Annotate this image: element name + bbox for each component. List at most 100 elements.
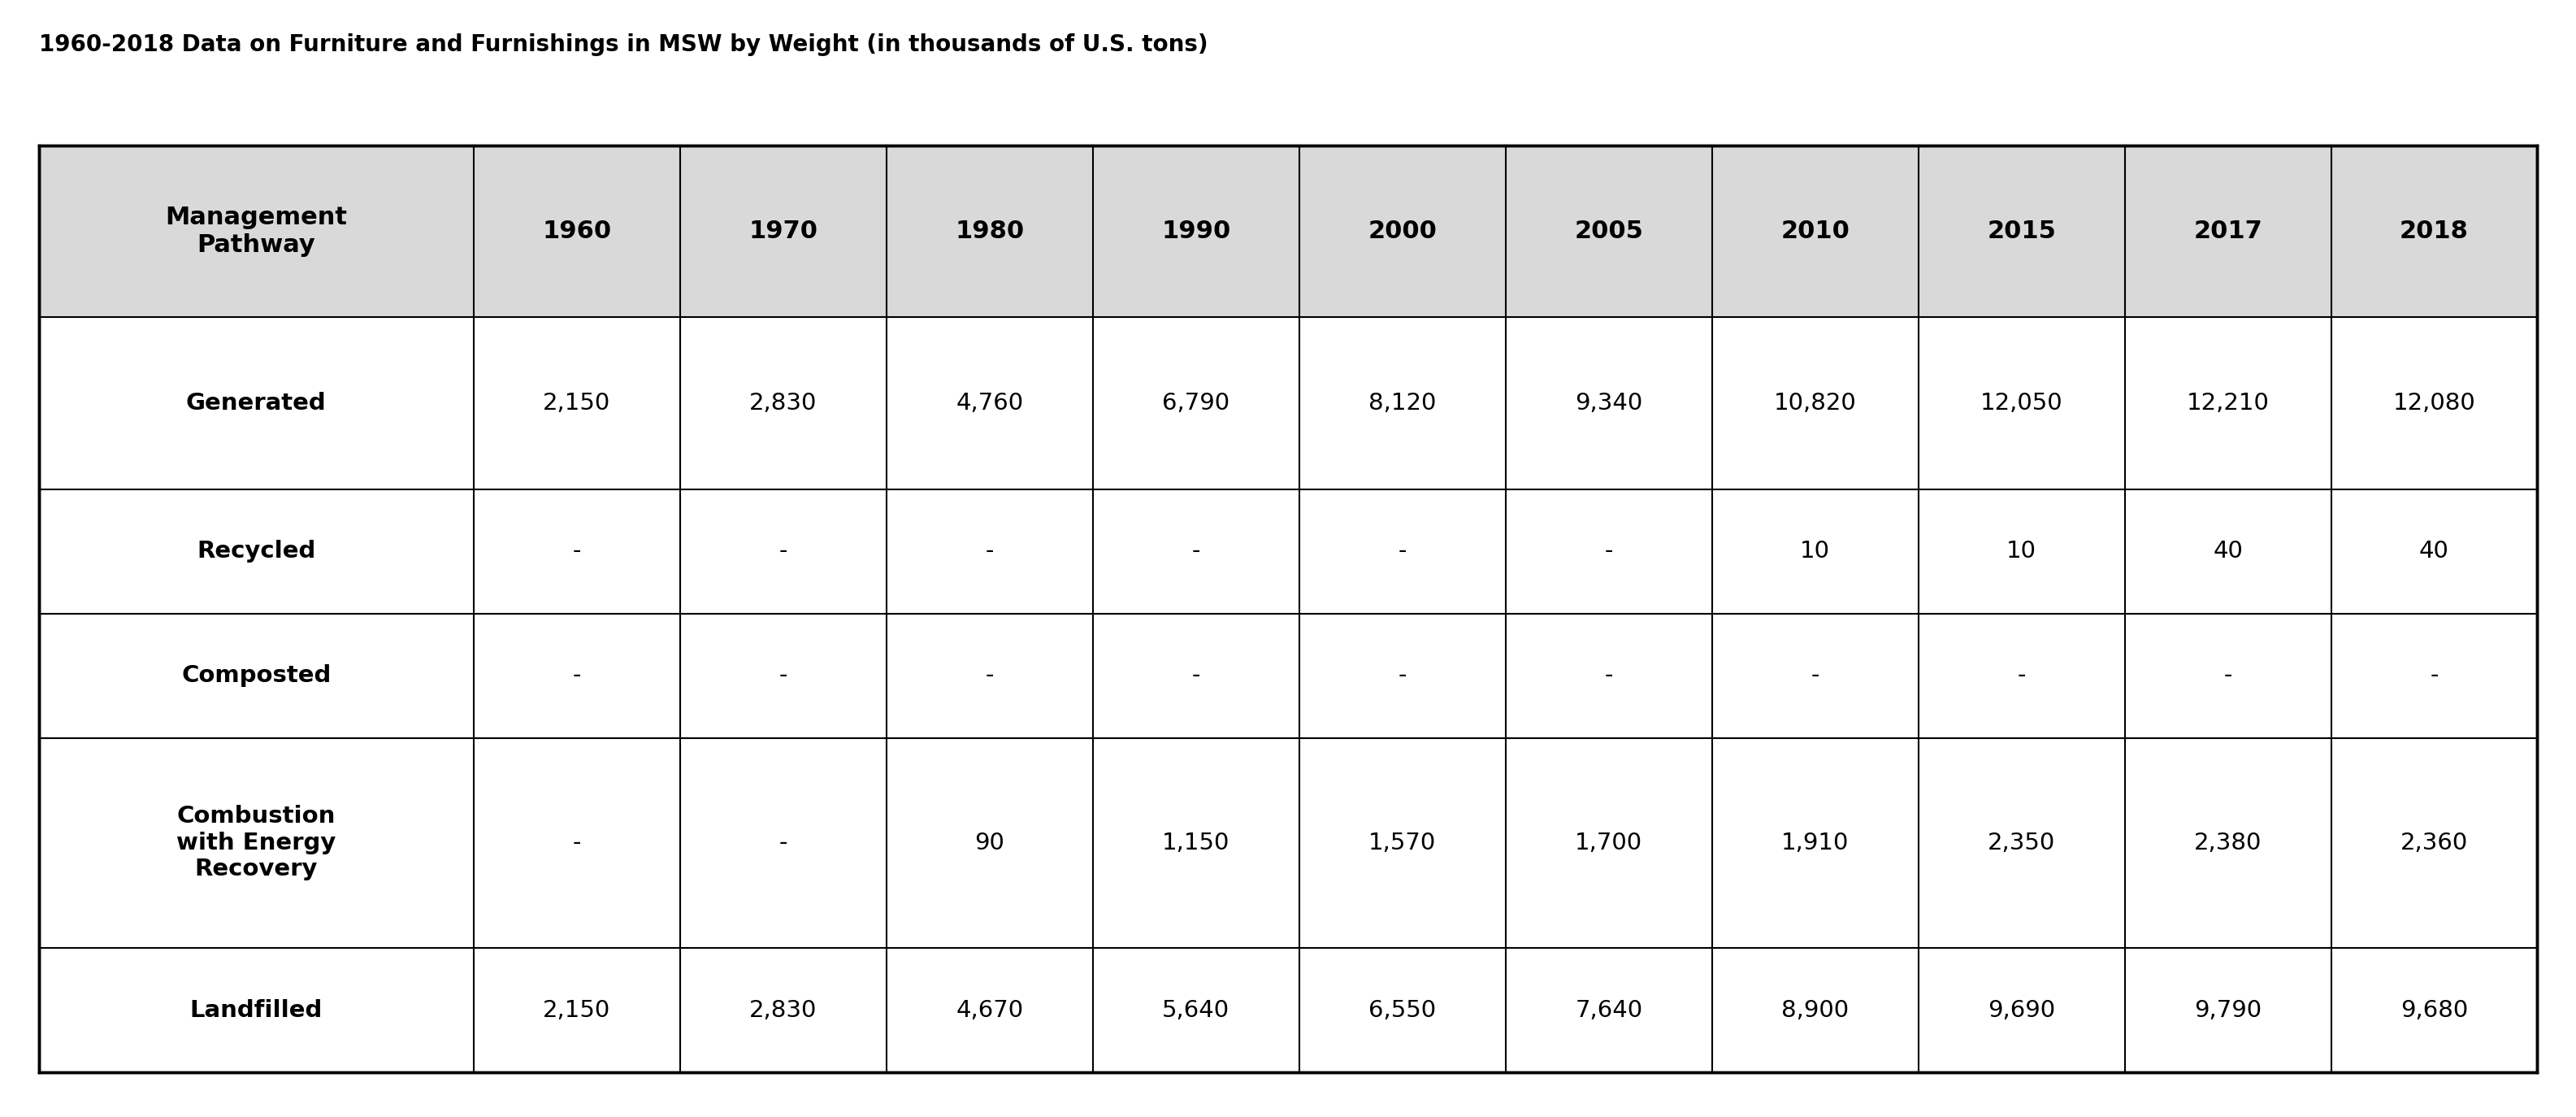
Bar [1504, 145, 1713, 317]
Bar [1504, 738, 1713, 948]
Text: 4,760: 4,760 [956, 392, 1023, 414]
Bar [474, 613, 680, 738]
Text: -: - [572, 831, 582, 855]
Text: -: - [1193, 665, 1200, 687]
Text: 10,820: 10,820 [1775, 392, 1857, 414]
Text: 1,910: 1,910 [1780, 831, 1850, 855]
Text: 4,670: 4,670 [956, 999, 1023, 1022]
Text: 1970: 1970 [750, 219, 817, 244]
Text: -: - [1811, 665, 1819, 687]
Bar [1504, 613, 1713, 738]
Bar [1092, 145, 1298, 317]
Text: -: - [987, 665, 994, 687]
Text: 2010: 2010 [1780, 219, 1850, 244]
Text: 2015: 2015 [1986, 219, 2056, 244]
Bar [1713, 738, 1919, 948]
Bar [680, 948, 886, 1072]
Text: 6,790: 6,790 [1162, 392, 1229, 414]
Bar [1713, 489, 1919, 613]
Bar [680, 145, 886, 317]
Bar [1092, 948, 1298, 1072]
Text: 12,050: 12,050 [1981, 392, 2063, 414]
Bar [1298, 317, 1504, 489]
Bar [680, 613, 886, 738]
Bar [1919, 613, 2125, 738]
Text: -: - [2429, 665, 2439, 687]
Text: -: - [1399, 540, 1406, 563]
Bar [886, 738, 1092, 948]
Text: -: - [778, 831, 788, 855]
Text: -: - [778, 540, 788, 563]
Text: Generated: Generated [185, 392, 327, 414]
Text: 9,340: 9,340 [1574, 392, 1643, 414]
Text: 40: 40 [2213, 540, 2244, 563]
Bar [1298, 948, 1504, 1072]
Text: 9,790: 9,790 [2195, 999, 2262, 1022]
Text: 2017: 2017 [2192, 219, 2262, 244]
Text: 40: 40 [2419, 540, 2450, 563]
Text: -: - [1605, 665, 1613, 687]
Bar [2331, 317, 2537, 489]
Bar [1504, 317, 1713, 489]
Bar [1504, 489, 1713, 613]
Bar [886, 317, 1092, 489]
Bar [2125, 613, 2331, 738]
Text: 7,640: 7,640 [1574, 999, 1643, 1022]
Text: 2,150: 2,150 [544, 999, 611, 1022]
Text: 1,700: 1,700 [1574, 831, 1643, 855]
Text: -: - [778, 665, 788, 687]
Bar [1092, 317, 1298, 489]
Bar [1919, 145, 2125, 317]
Bar [2125, 145, 2331, 317]
Bar [2331, 613, 2537, 738]
Bar [1298, 613, 1504, 738]
Bar [1919, 738, 2125, 948]
Text: 12,080: 12,080 [2393, 392, 2476, 414]
Text: -: - [1193, 540, 1200, 563]
Bar [474, 317, 680, 489]
Text: -: - [1399, 665, 1406, 687]
Bar [1713, 613, 1919, 738]
Bar [474, 145, 680, 317]
Bar [886, 948, 1092, 1072]
Text: 2018: 2018 [2401, 219, 2468, 244]
Text: 1,570: 1,570 [1368, 831, 1437, 855]
Bar [1713, 317, 1919, 489]
Text: 90: 90 [974, 831, 1005, 855]
Bar [474, 738, 680, 948]
Text: 10: 10 [2007, 540, 2038, 563]
Text: -: - [987, 540, 994, 563]
Text: 1990: 1990 [1162, 219, 1231, 244]
Bar [680, 738, 886, 948]
Text: 2,150: 2,150 [544, 392, 611, 414]
Bar [1504, 948, 1713, 1072]
Text: -: - [572, 665, 582, 687]
Bar [2125, 738, 2331, 948]
Bar [2331, 948, 2537, 1072]
Bar [1713, 145, 1919, 317]
Bar [1092, 738, 1298, 948]
Text: 2,830: 2,830 [750, 392, 817, 414]
Text: 2,350: 2,350 [1989, 831, 2056, 855]
Text: 1980: 1980 [956, 219, 1025, 244]
Text: -: - [2017, 665, 2025, 687]
Text: 2,830: 2,830 [750, 999, 817, 1022]
Bar [2331, 489, 2537, 613]
Bar [1919, 489, 2125, 613]
Bar [474, 948, 680, 1072]
Text: 2005: 2005 [1574, 219, 1643, 244]
Text: 2,360: 2,360 [2401, 831, 2468, 855]
Text: 8,900: 8,900 [1783, 999, 1850, 1022]
Text: 10: 10 [1801, 540, 1829, 563]
Text: 9,680: 9,680 [2401, 999, 2468, 1022]
Bar [2331, 738, 2537, 948]
Bar [474, 489, 680, 613]
Bar [1092, 489, 1298, 613]
Text: -: - [572, 540, 582, 563]
Bar [2125, 489, 2331, 613]
Text: 1960: 1960 [544, 219, 611, 244]
Bar [1298, 145, 1504, 317]
Bar [1919, 948, 2125, 1072]
Bar [886, 489, 1092, 613]
Bar [886, 145, 1092, 317]
